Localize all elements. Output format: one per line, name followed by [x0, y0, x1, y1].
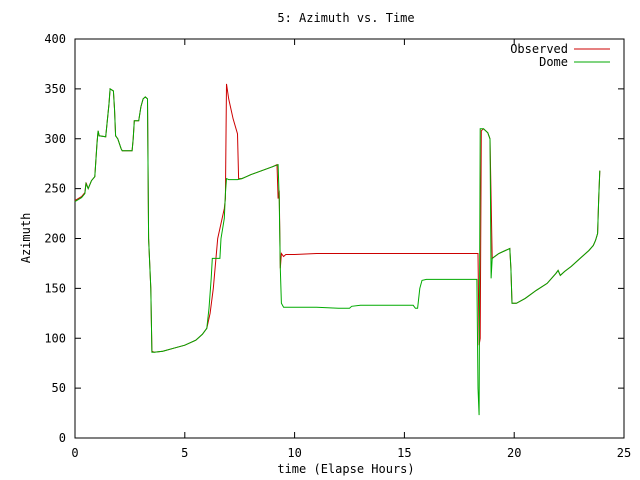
x-axis-label: time (Elapse Hours)	[277, 462, 414, 476]
y-tick-label-0: 0	[59, 431, 66, 445]
x-tick-label-2: 10	[287, 446, 301, 460]
x-tick-label-3: 15	[397, 446, 411, 460]
y-tick-label-6: 300	[44, 132, 66, 146]
plot-frame	[74, 38, 625, 439]
x-tick-label-5: 25	[617, 446, 631, 460]
series-lines	[74, 83, 601, 416]
series-line-dome	[74, 88, 601, 416]
x-tick-label-0: 0	[71, 446, 78, 460]
y-axis-label: Azimuth	[19, 213, 33, 264]
y-tick-label-1: 50	[52, 381, 66, 395]
chart-title: 5: Azimuth vs. Time	[277, 11, 414, 25]
legend-label-dome: Dome	[539, 55, 568, 69]
y-tick-label-3: 150	[44, 281, 66, 295]
y-tick-label-2: 100	[44, 331, 66, 345]
y-tick-label-7: 350	[44, 82, 66, 96]
legend-label-observed: Observed	[510, 42, 568, 56]
y-tick-label-5: 250	[44, 182, 66, 196]
x-tick-label-1: 5	[181, 446, 188, 460]
y-tick-label-4: 200	[44, 232, 66, 246]
x-tick-label-4: 20	[507, 446, 521, 460]
series-line-observed	[74, 83, 601, 353]
y-tick-label-8: 400	[44, 32, 66, 46]
